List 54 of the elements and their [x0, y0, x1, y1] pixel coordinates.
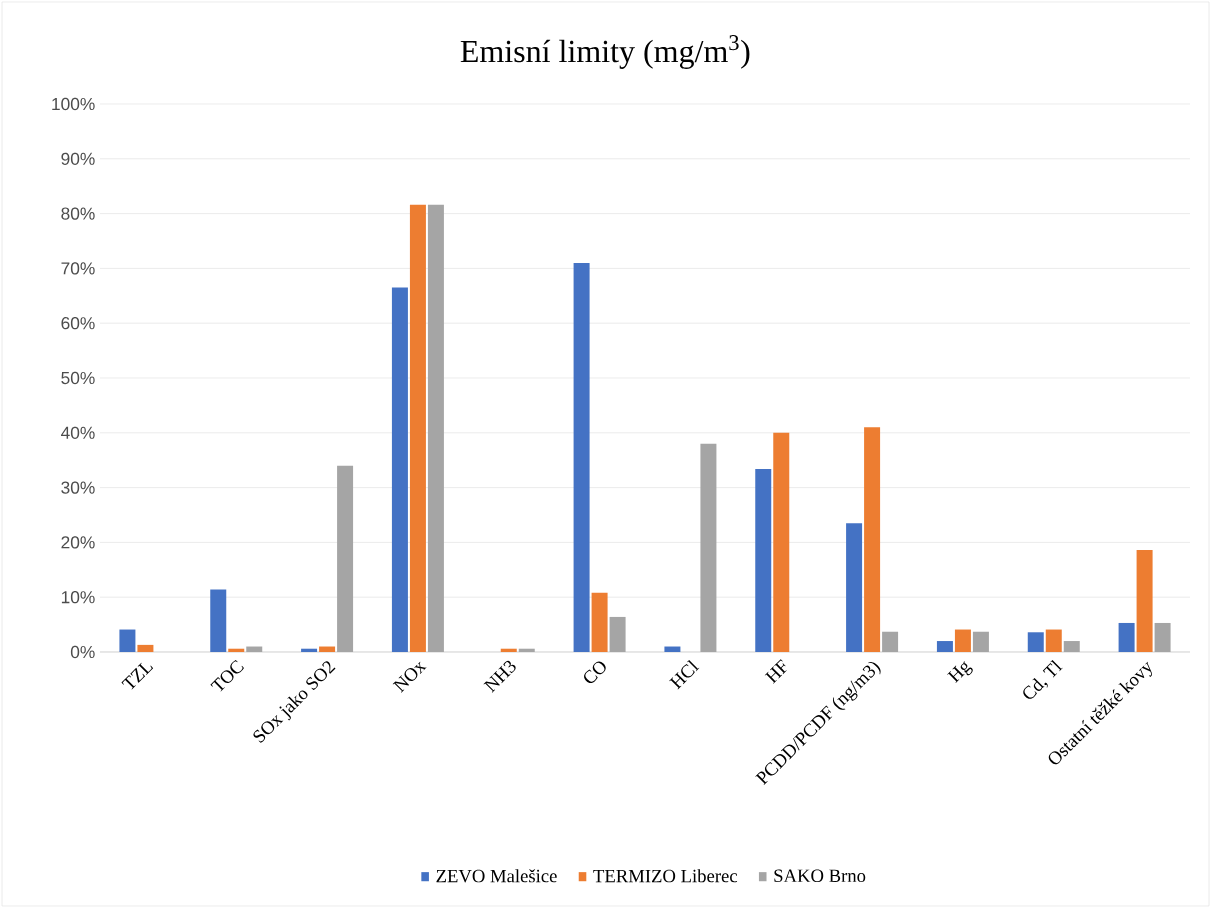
y-tick-label: 50% — [61, 371, 95, 385]
bar — [500, 648, 517, 652]
bar — [700, 443, 717, 652]
y-tick-label: 100% — [52, 97, 95, 111]
bar — [246, 646, 263, 652]
y-tick-label: 10% — [61, 591, 95, 604]
bar — [518, 648, 535, 652]
bar — [319, 646, 336, 652]
bar — [882, 631, 899, 652]
bar — [609, 616, 626, 652]
bar — [954, 629, 971, 652]
x-tick-label: HCl — [669, 659, 700, 690]
x-tick-label: NOx — [392, 661, 427, 693]
bar — [591, 592, 608, 652]
bar — [1027, 632, 1044, 652]
bar — [427, 204, 444, 652]
bar — [573, 262, 590, 652]
y-tick-label: 70% — [61, 262, 95, 275]
bar — [301, 648, 318, 652]
bar — [1136, 550, 1153, 652]
bar — [228, 648, 245, 652]
bar — [864, 427, 881, 652]
bar — [936, 641, 953, 652]
legend-label: TERMIZO Liberec — [593, 869, 738, 883]
bar — [1154, 622, 1171, 652]
bar — [1045, 629, 1062, 652]
y-tick-label: 0% — [70, 645, 95, 659]
bar — [846, 523, 863, 652]
x-tick-label: CO — [584, 661, 606, 684]
bar — [1118, 622, 1135, 652]
y-tick-label: 20% — [61, 536, 95, 549]
y-tick-label: 60% — [61, 317, 95, 330]
bar — [409, 204, 426, 652]
chart-title: Emisní limity (mg/m$^{3}$) — [460, 35, 750, 69]
bar — [755, 468, 772, 652]
bar — [664, 646, 681, 652]
x-tick-label: Cd, Tl — [1023, 659, 1063, 699]
legend-label: ZEVO Malešice — [436, 869, 557, 883]
bar — [391, 287, 408, 652]
y-tick-label: 80% — [61, 207, 95, 220]
x-tick-label: HF — [764, 659, 787, 684]
y-tick-label: 90% — [61, 152, 95, 165]
bar — [972, 631, 989, 652]
x-tick-label: Hg — [947, 661, 973, 684]
bar — [337, 465, 354, 652]
y-tick-label: 30% — [61, 481, 95, 494]
bar — [119, 629, 136, 652]
bar — [210, 589, 227, 652]
legend-label: SAKO Brno — [774, 869, 866, 883]
x-tick-label: TZL — [121, 662, 154, 690]
bar — [137, 644, 154, 652]
bar — [1063, 641, 1080, 652]
bar — [773, 432, 790, 652]
y-tick-label: 40% — [61, 426, 95, 439]
